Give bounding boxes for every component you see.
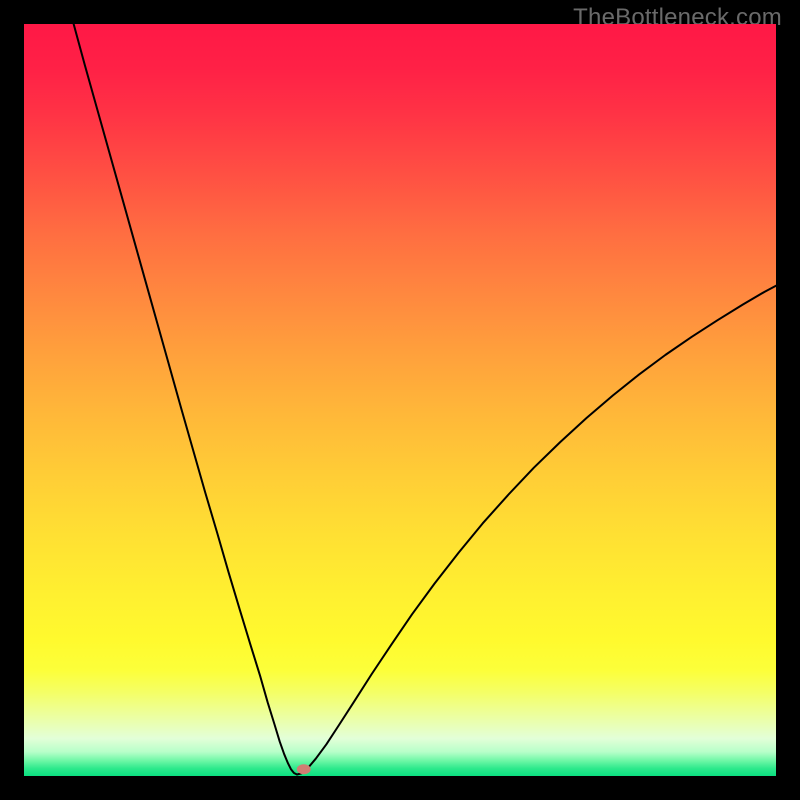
bottleneck-curve-right	[297, 286, 776, 775]
min-marker	[297, 764, 311, 774]
bottleneck-curve-left	[74, 24, 297, 775]
curve-layer	[24, 24, 776, 776]
plot-area	[24, 24, 776, 776]
chart-frame: TheBottleneck.com	[0, 0, 800, 800]
